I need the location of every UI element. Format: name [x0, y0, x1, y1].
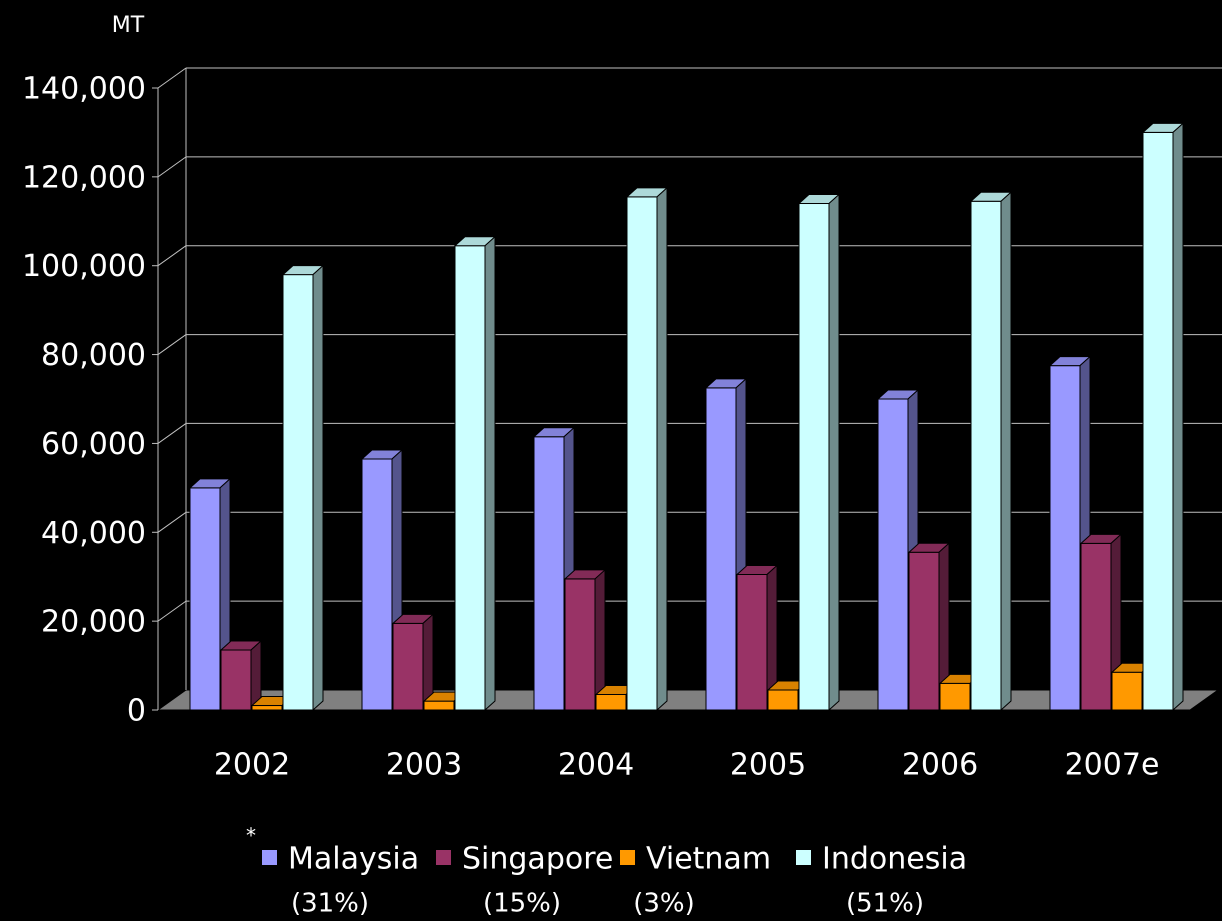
bar-side [828, 193, 840, 712]
bar-front [1080, 542, 1112, 711]
y-tick-label: 60,000 [41, 427, 146, 462]
legend-label: Malaysia [288, 842, 419, 877]
bar-front [939, 682, 971, 711]
side-grid-line [157, 600, 187, 622]
bar [219, 639, 263, 712]
bar [625, 186, 669, 712]
bar [453, 235, 497, 712]
bar [735, 564, 779, 712]
bar-side [312, 264, 324, 712]
x-tick-label: 2006 [902, 748, 978, 783]
legend-note: (51%) [846, 889, 924, 919]
legend-label: Vietnam [646, 842, 771, 877]
side-grid-line [157, 511, 187, 533]
bar-front [251, 705, 283, 711]
bar-front [908, 551, 940, 711]
y-tick-label: 80,000 [41, 338, 146, 373]
side-grid-line [157, 245, 187, 267]
bar-front [282, 274, 314, 711]
y-tick-label: 20,000 [41, 605, 146, 640]
x-tick-label: 2005 [730, 748, 806, 783]
bar-side [656, 186, 668, 712]
legend-mark: * [246, 824, 256, 848]
bar-side [484, 235, 496, 712]
bar [281, 264, 325, 712]
y-axis-label: MT [112, 13, 145, 38]
bar-front [736, 573, 768, 711]
bar-front [1142, 131, 1174, 711]
legend-swatch [436, 850, 451, 865]
legend-note: (31%) [291, 889, 369, 919]
bar [563, 568, 607, 712]
bar-front [705, 387, 737, 711]
bar [1141, 122, 1185, 712]
legend-note: (15%) [483, 889, 561, 919]
bar-side [1172, 122, 1184, 712]
side-grid-line [157, 156, 187, 178]
bar-front [564, 578, 596, 711]
bar-front [970, 200, 1002, 711]
bar-front [626, 196, 658, 711]
bar-front [220, 649, 252, 711]
side-grid-line [157, 67, 187, 89]
legend-swatch [796, 850, 811, 865]
bar-side [1000, 191, 1012, 712]
bar-front [533, 436, 565, 711]
bar [391, 613, 435, 712]
bar-front [1111, 671, 1143, 711]
bar-front [798, 203, 830, 711]
x-tick-label: 2003 [386, 748, 462, 783]
legend-swatch [620, 850, 635, 865]
bar-front [361, 458, 393, 711]
side-grid-line [157, 334, 187, 355]
x-tick-label: 2007e [1065, 748, 1160, 783]
x-tick-label: 2004 [558, 748, 634, 783]
side-grid-line [157, 423, 187, 444]
y-tick-label: 100,000 [22, 249, 146, 284]
y-tick-label: 120,000 [22, 160, 146, 195]
bar [969, 191, 1013, 712]
legend-label: Singapore [462, 842, 613, 877]
y-tick-label: 40,000 [41, 516, 146, 551]
bar-front [877, 398, 909, 711]
bar-front [454, 245, 486, 711]
bar-front [1049, 365, 1081, 711]
bar-front [189, 487, 221, 711]
bar [797, 193, 841, 712]
y-tick-label: 0 [127, 694, 146, 729]
bar-front [423, 700, 455, 711]
x-tick-label: 2002 [214, 748, 290, 783]
bar-front [392, 622, 424, 711]
bar-front [595, 693, 627, 711]
legend-note: (3%) [633, 889, 695, 919]
legend-swatch [262, 850, 277, 865]
legend-label: Indonesia [822, 842, 967, 877]
y-tick-label: 140,000 [22, 72, 146, 107]
bar-front [767, 689, 799, 711]
